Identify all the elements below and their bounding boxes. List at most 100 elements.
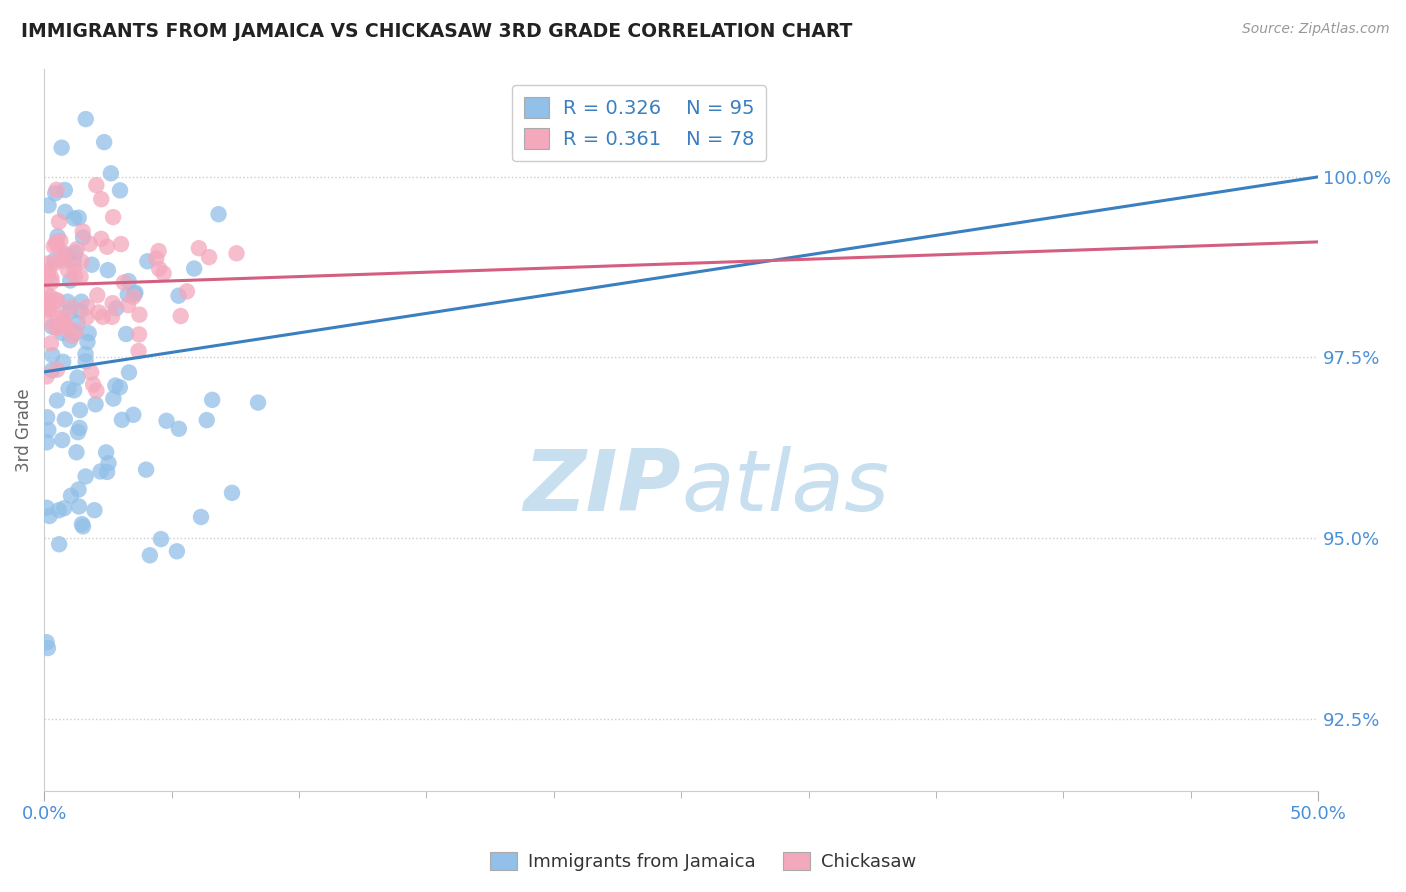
Point — [67, 500, 90, 514]
Y-axis label: 3rd Grade: 3rd Grade — [15, 388, 32, 472]
Point — [148, 261, 170, 276]
Point — [38, 263, 60, 277]
Point — [86, 384, 108, 398]
Point — [195, 413, 218, 427]
Point — [67, 483, 90, 497]
Point — [70, 517, 93, 532]
Point — [37, 298, 59, 312]
Point — [46, 321, 69, 335]
Point — [44, 186, 66, 201]
Point — [66, 316, 89, 330]
Point — [58, 382, 80, 396]
Point — [59, 304, 82, 318]
Legend: Immigrants from Jamaica, Chickasaw: Immigrants from Jamaica, Chickasaw — [482, 845, 924, 879]
Point — [37, 640, 59, 655]
Point — [37, 410, 59, 425]
Point — [70, 294, 93, 309]
Point — [94, 445, 117, 459]
Point — [35, 635, 58, 649]
Point — [190, 510, 212, 524]
Point — [128, 327, 150, 342]
Point — [128, 344, 150, 359]
Text: ZIP: ZIP — [523, 446, 681, 529]
Point — [89, 465, 111, 479]
Point — [59, 273, 82, 287]
Point — [225, 246, 247, 260]
Point — [128, 308, 150, 322]
Point — [56, 263, 79, 277]
Point — [65, 324, 87, 338]
Point — [101, 296, 124, 310]
Point — [48, 503, 70, 517]
Point — [48, 215, 70, 229]
Point — [66, 425, 89, 440]
Point — [53, 183, 76, 197]
Point — [70, 254, 93, 268]
Point — [105, 301, 128, 316]
Point — [201, 392, 224, 407]
Point — [55, 246, 77, 260]
Point — [38, 508, 60, 523]
Point — [108, 183, 131, 197]
Point — [115, 326, 138, 341]
Point — [122, 290, 145, 304]
Point — [155, 414, 177, 428]
Point — [60, 301, 83, 315]
Point — [38, 198, 60, 212]
Point — [51, 433, 73, 447]
Point — [44, 255, 66, 269]
Point — [111, 413, 134, 427]
Point — [124, 287, 146, 301]
Point — [83, 503, 105, 517]
Point — [53, 412, 76, 426]
Point — [124, 285, 146, 300]
Text: IMMIGRANTS FROM JAMAICA VS CHICKASAW 3RD GRADE CORRELATION CHART: IMMIGRANTS FROM JAMAICA VS CHICKASAW 3RD… — [21, 22, 852, 41]
Point — [167, 288, 190, 302]
Point — [76, 300, 98, 314]
Point — [75, 112, 97, 127]
Point — [247, 395, 270, 409]
Point — [101, 210, 124, 224]
Point — [69, 421, 91, 435]
Point — [118, 366, 141, 380]
Point — [167, 422, 190, 436]
Point — [86, 288, 108, 302]
Point — [207, 207, 229, 221]
Point — [38, 302, 60, 317]
Point — [90, 232, 112, 246]
Point — [72, 224, 94, 238]
Point — [46, 363, 69, 377]
Point — [108, 380, 131, 394]
Point — [93, 135, 115, 149]
Point — [97, 456, 120, 470]
Point — [56, 294, 79, 309]
Point — [53, 318, 76, 332]
Point — [66, 370, 89, 384]
Point — [75, 354, 97, 368]
Point — [52, 355, 75, 369]
Point — [117, 298, 139, 312]
Point — [35, 369, 58, 384]
Point — [198, 250, 221, 264]
Point — [63, 260, 86, 274]
Point — [66, 242, 89, 256]
Point — [87, 305, 110, 319]
Point — [53, 251, 76, 265]
Point — [149, 532, 172, 546]
Point — [45, 321, 67, 335]
Point — [63, 326, 86, 340]
Point — [39, 290, 62, 304]
Point — [48, 537, 70, 551]
Point — [90, 192, 112, 206]
Point — [72, 230, 94, 244]
Point — [44, 253, 66, 268]
Point — [67, 211, 90, 225]
Point — [101, 310, 124, 324]
Point — [53, 501, 76, 516]
Point — [46, 229, 69, 244]
Point — [72, 519, 94, 533]
Point — [80, 365, 103, 379]
Point — [63, 269, 86, 284]
Point — [82, 377, 104, 392]
Point — [69, 303, 91, 318]
